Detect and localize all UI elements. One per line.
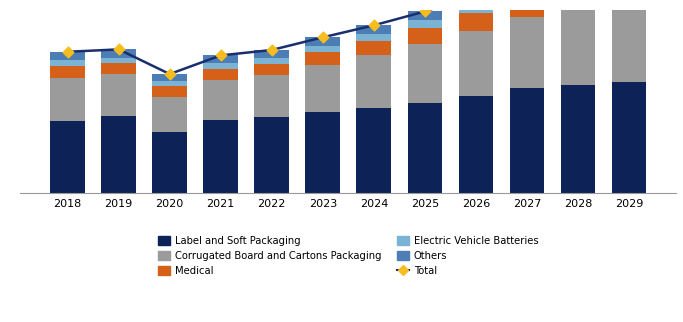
Bar xyxy=(255,50,289,58)
Bar xyxy=(408,44,442,103)
Total xyxy=(419,9,430,14)
Bar xyxy=(408,12,442,21)
Bar xyxy=(101,58,136,63)
Bar xyxy=(152,132,187,193)
Bar xyxy=(255,58,289,64)
Bar xyxy=(561,85,596,193)
Bar xyxy=(51,78,85,121)
Bar xyxy=(101,116,136,193)
Bar xyxy=(408,103,442,193)
Bar xyxy=(561,8,596,85)
Bar xyxy=(357,108,391,193)
Bar xyxy=(305,37,340,46)
Bar xyxy=(51,66,85,78)
Total xyxy=(62,49,73,54)
Bar xyxy=(458,4,493,13)
Bar xyxy=(357,55,391,108)
Bar xyxy=(152,86,187,97)
Bar xyxy=(510,17,544,89)
Bar xyxy=(510,89,544,193)
Total xyxy=(318,35,329,40)
Bar xyxy=(458,13,493,31)
Bar xyxy=(408,21,442,28)
Bar xyxy=(152,81,187,86)
Bar xyxy=(305,65,340,112)
Bar xyxy=(458,0,493,4)
Bar xyxy=(305,52,340,65)
Bar xyxy=(101,49,136,58)
Total xyxy=(368,23,379,28)
Total xyxy=(215,53,226,58)
Bar xyxy=(101,74,136,116)
Bar xyxy=(305,112,340,193)
Bar xyxy=(204,80,238,120)
Bar xyxy=(510,0,544,17)
Bar xyxy=(357,25,391,34)
Bar xyxy=(204,120,238,193)
Bar xyxy=(51,121,85,193)
Legend: Label and Soft Packaging, Corrugated Board and Cartons Packaging, Medical, Elect: Label and Soft Packaging, Corrugated Boa… xyxy=(154,232,542,280)
Total xyxy=(113,47,124,52)
Bar xyxy=(561,0,596,8)
Bar xyxy=(612,82,646,193)
Bar xyxy=(612,0,646,82)
Bar xyxy=(458,96,493,193)
Bar xyxy=(357,41,391,55)
Bar xyxy=(458,31,493,96)
Bar xyxy=(357,34,391,41)
Total xyxy=(164,71,175,77)
Bar xyxy=(204,55,238,63)
Bar xyxy=(152,74,187,81)
Bar xyxy=(305,46,340,52)
Total xyxy=(266,47,277,52)
Bar xyxy=(51,52,85,60)
Bar xyxy=(204,69,238,80)
Bar xyxy=(255,64,289,75)
Bar xyxy=(255,75,289,118)
Bar xyxy=(408,28,442,44)
Bar xyxy=(51,60,85,66)
Bar xyxy=(204,63,238,69)
Bar xyxy=(255,118,289,193)
Bar xyxy=(101,63,136,74)
Bar xyxy=(152,97,187,132)
